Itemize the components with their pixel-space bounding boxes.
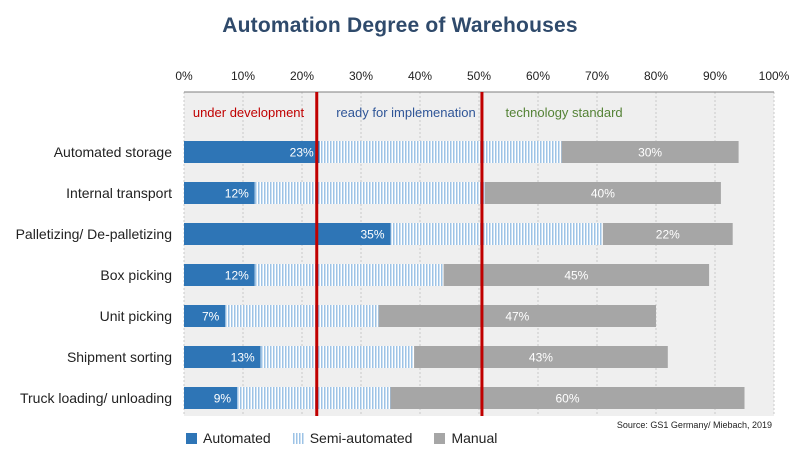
bar-semi-automated	[254, 182, 485, 204]
bar-manual	[484, 182, 721, 204]
bar-manual	[561, 141, 739, 163]
category-label: Shipment sorting	[67, 349, 172, 365]
x-tick-label: 70%	[585, 69, 609, 83]
legend-item-manual: Manual	[434, 430, 497, 446]
bar-data-label: 12%	[225, 187, 249, 201]
legend-item-automated: Automated	[186, 430, 271, 446]
x-tick-label: 60%	[526, 69, 550, 83]
zone-label: ready for implemenation	[336, 105, 475, 120]
source-note: Source: GS1 Germany/ Miebach, 2019	[616, 420, 772, 430]
legend-label-semi-automated: Semi-automated	[309, 430, 413, 446]
bar-semi-automated	[260, 346, 415, 368]
legend-swatch-manual	[434, 432, 446, 444]
x-tick-label: 20%	[290, 69, 314, 83]
bar-data-label: 35%	[360, 228, 384, 242]
category-label: Palletizing/ De-palletizing	[16, 226, 172, 242]
bar-automated	[184, 346, 261, 368]
bar-automated	[184, 264, 255, 286]
zone-label: technology standard	[506, 105, 623, 120]
bar-data-label: 9%	[214, 392, 232, 406]
bar-semi-automated	[319, 141, 562, 163]
legend: Automated Semi-automated Manual	[186, 430, 519, 446]
bar-data-label: 12%	[225, 269, 249, 283]
category-label: Unit picking	[100, 308, 172, 324]
bar-automated	[184, 141, 320, 163]
bar-data-label: 13%	[231, 351, 255, 365]
zone-label: under development	[193, 105, 305, 120]
bar-automated	[184, 182, 255, 204]
x-tick-label: 10%	[231, 69, 255, 83]
legend-swatch-automated	[186, 432, 197, 444]
chart-title: Automation Degree of Warehouses	[222, 14, 578, 37]
bar-data-label: 45%	[564, 269, 588, 283]
bar-manual	[443, 264, 710, 286]
bar-manual	[378, 305, 656, 327]
bar-data-label: 47%	[505, 310, 529, 324]
bar-data-label: 22%	[656, 228, 680, 242]
bar-manual	[414, 346, 668, 368]
category-label: Box picking	[100, 267, 172, 283]
x-tick-label: 80%	[644, 69, 668, 83]
x-tick-label: 90%	[703, 69, 727, 83]
bar-manual	[390, 387, 745, 409]
bar-automated	[184, 223, 391, 245]
x-tick-label: 100%	[759, 69, 790, 83]
bar-semi-automated	[390, 223, 603, 245]
bar-data-label: 23%	[290, 146, 314, 160]
bar-data-label: 40%	[591, 187, 615, 201]
bar-manual	[602, 223, 733, 245]
x-tick-label: 30%	[349, 69, 373, 83]
legend-swatch-semi-automated	[292, 432, 304, 444]
bar-automated	[184, 387, 238, 409]
bar-data-label: 7%	[202, 310, 220, 324]
bar-automated	[184, 305, 226, 327]
bar-data-label: 60%	[555, 392, 579, 406]
bar-data-label: 30%	[638, 146, 662, 160]
bar-data-label: 43%	[529, 351, 553, 365]
legend-label-manual: Manual	[451, 430, 498, 446]
category-label: Automated storage	[54, 144, 173, 160]
bar-semi-automated	[237, 387, 391, 409]
category-label: Internal transport	[66, 185, 172, 201]
bar-semi-automated	[225, 305, 379, 327]
x-tick-label: 0%	[175, 69, 193, 83]
category-label: Truck loading/ unloading	[20, 390, 172, 406]
legend-item-semi-automated: Semi-automated	[292, 430, 413, 446]
legend-label-automated: Automated	[203, 430, 271, 446]
bar-semi-automated	[254, 264, 444, 286]
x-tick-label: 40%	[408, 69, 432, 83]
x-tick-label: 50%	[467, 69, 491, 83]
